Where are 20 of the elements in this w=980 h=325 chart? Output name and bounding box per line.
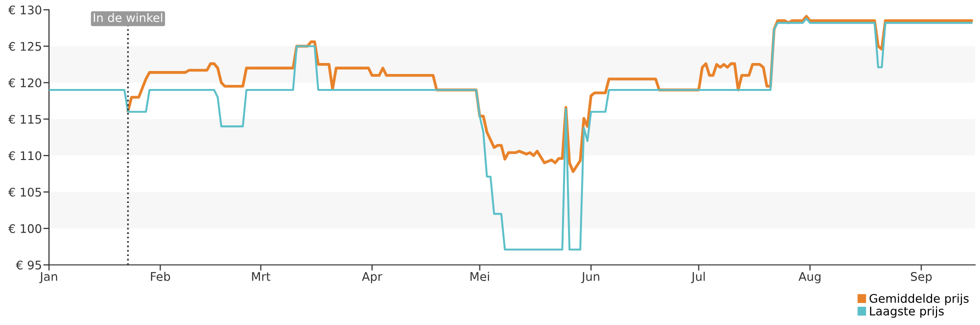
x-tick-label: Mrt	[252, 272, 270, 281]
x-tick-label: Feb	[150, 272, 170, 281]
y-tick-label: € 115	[8, 114, 42, 124]
y-tick-label: € 110	[8, 151, 42, 160]
x-tick-label: Apr	[362, 272, 382, 284]
y-tick-label: € 105	[8, 188, 42, 197]
x-tick-label: Mei	[470, 272, 489, 281]
y-tick-label: € 125	[8, 42, 42, 51]
ref-line-label: In de winkel	[94, 12, 162, 22]
x-tick-label: Jul	[690, 272, 705, 284]
x-tick-label: Jan	[39, 272, 58, 284]
x-tick-label: Jun	[581, 272, 600, 284]
y-tick-label: € 120	[8, 78, 42, 88]
x-tick-label: Sep	[910, 272, 932, 284]
x-tick-label: Aug	[798, 272, 820, 284]
legend-label: Gemiddelde prijs	[870, 294, 969, 306]
y-tick-label: € 95	[16, 260, 42, 270]
y-tick-label: € 100	[8, 224, 42, 234]
legend-label: Laagste prijs	[870, 306, 944, 318]
y-tick-label: € 130	[8, 5, 42, 14]
